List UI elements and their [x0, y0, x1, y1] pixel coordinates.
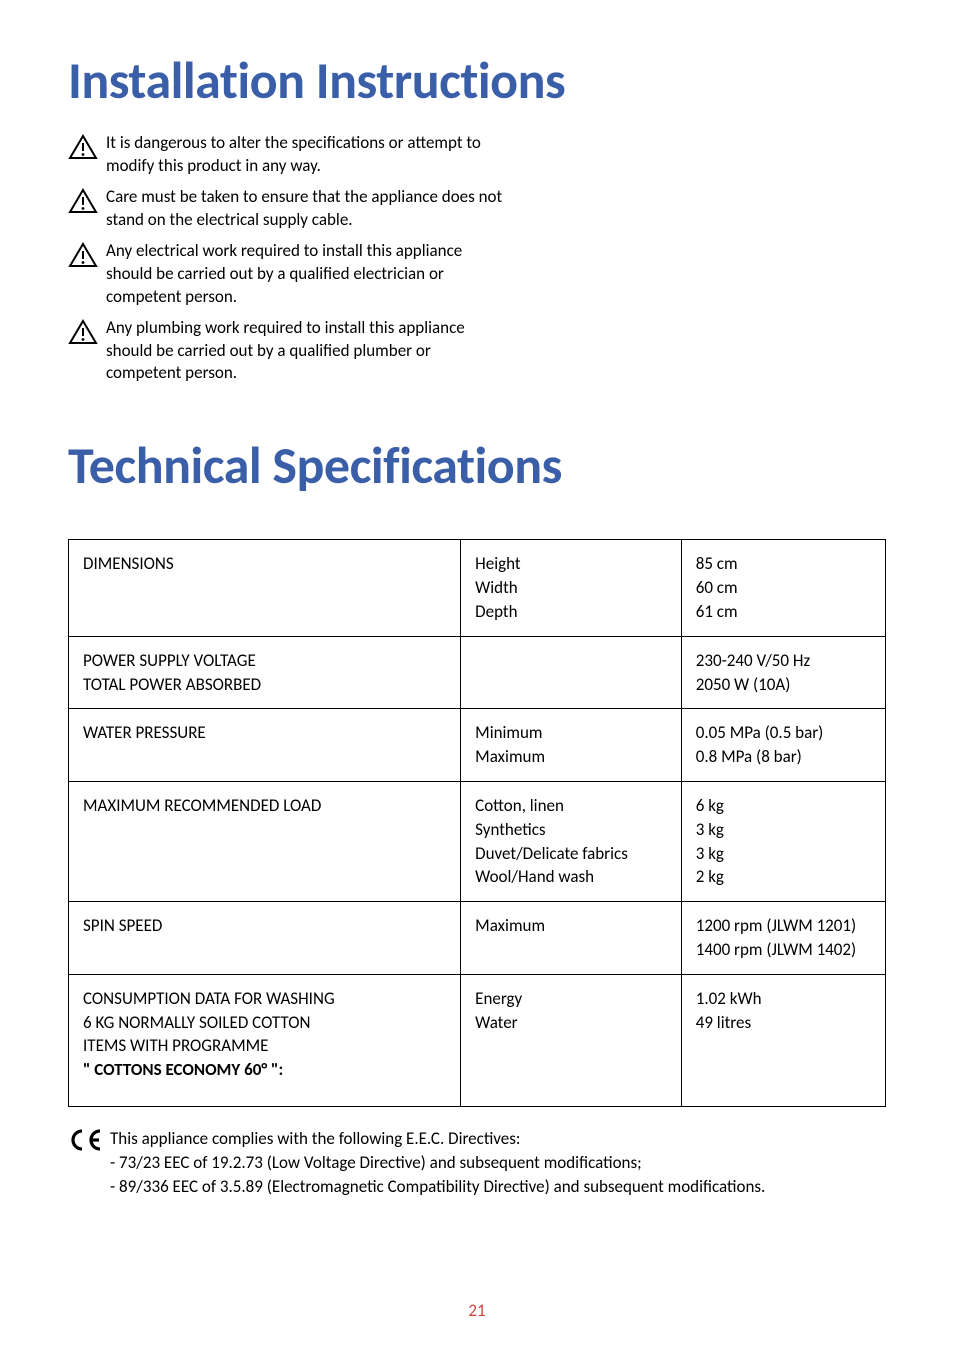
ce-line1: This appliance complies with the followi…: [110, 1128, 520, 1149]
warning-text: Care must be taken to ensure that the ap…: [106, 186, 506, 232]
ce-line2: - 73/23 EEC of 19.2.73 (Low Voltage Dire…: [110, 1152, 642, 1173]
table-cell: 6 kg 3 kg 3 kg 2 kg: [681, 781, 885, 901]
warning-item: Any electrical work required to install …: [68, 240, 886, 309]
warning-text: Any electrical work required to install …: [106, 240, 506, 309]
heading-installation: Installation Instructions: [68, 48, 886, 112]
ce-mark-icon: [68, 1127, 104, 1153]
warning-triangle-icon: [68, 134, 98, 160]
table-cell: 1200 rpm (JLWM 1201) 1400 rpm (JLWM 1402…: [681, 902, 885, 975]
table-row: WATER PRESSURE Minimum Maximum 0.05 MPa …: [69, 709, 886, 782]
table-row: POWER SUPPLY VOLTAGE TOTAL POWER ABSORBE…: [69, 636, 886, 709]
warning-item: Any plumbing work required to install th…: [68, 317, 886, 386]
table-row: CONSUMPTION DATA FOR WASHING 6 KG NORMAL…: [69, 974, 886, 1106]
table-cell: CONSUMPTION DATA FOR WASHING 6 KG NORMAL…: [69, 974, 461, 1106]
ce-line3: - 89/336 EEC of 3.5.89 (Electromagnetic …: [110, 1176, 765, 1197]
table-cell: WATER PRESSURE: [69, 709, 461, 782]
warning-triangle-icon: [68, 319, 98, 345]
table-cell: Cotton, linen Synthetics Duvet/Delicate …: [461, 781, 682, 901]
table-cell: 230-240 V/50 Hz 2050 W (10A): [681, 636, 885, 709]
specs-table: DIMENSIONS Height Width Depth 85 cm 60 c…: [68, 539, 886, 1107]
cell-bold-text: " COTTONS ECONOMY 60° ":: [83, 1059, 283, 1080]
table-cell: 85 cm 60 cm 61 cm: [681, 540, 885, 636]
table-cell: POWER SUPPLY VOLTAGE TOTAL POWER ABSORBE…: [69, 636, 461, 709]
table-cell: Maximum: [461, 902, 682, 975]
heading-technical: Technical Specifications: [68, 433, 886, 497]
table-cell: Minimum Maximum: [461, 709, 682, 782]
ce-compliance: This appliance complies with the followi…: [68, 1127, 886, 1198]
ce-text-block: This appliance complies with the followi…: [110, 1127, 765, 1198]
table-cell: Energy Water: [461, 974, 682, 1106]
table-cell: Height Width Depth: [461, 540, 682, 636]
table-cell: MAXIMUM RECOMMENDED LOAD: [69, 781, 461, 901]
warning-item: Care must be taken to ensure that the ap…: [68, 186, 886, 232]
warning-text: Any plumbing work required to install th…: [106, 317, 506, 386]
table-row: DIMENSIONS Height Width Depth 85 cm 60 c…: [69, 540, 886, 636]
table-cell: 1.02 kWh 49 litres: [681, 974, 885, 1106]
warning-item: It is dangerous to alter the specificati…: [68, 132, 886, 178]
page-number: 21: [0, 1300, 954, 1321]
table-cell: [461, 636, 682, 709]
table-cell: 0.05 MPa (0.5 bar) 0.8 MPa (8 bar): [681, 709, 885, 782]
table-cell: SPIN SPEED: [69, 902, 461, 975]
warning-triangle-icon: [68, 242, 98, 268]
warning-text: It is dangerous to alter the specificati…: [106, 132, 506, 178]
table-cell: DIMENSIONS: [69, 540, 461, 636]
table-row: SPIN SPEED Maximum 1200 rpm (JLWM 1201) …: [69, 902, 886, 975]
warning-triangle-icon: [68, 188, 98, 214]
table-row: MAXIMUM RECOMMENDED LOAD Cotton, linen S…: [69, 781, 886, 901]
cell-pre-text: CONSUMPTION DATA FOR WASHING 6 KG NORMAL…: [83, 988, 335, 1057]
